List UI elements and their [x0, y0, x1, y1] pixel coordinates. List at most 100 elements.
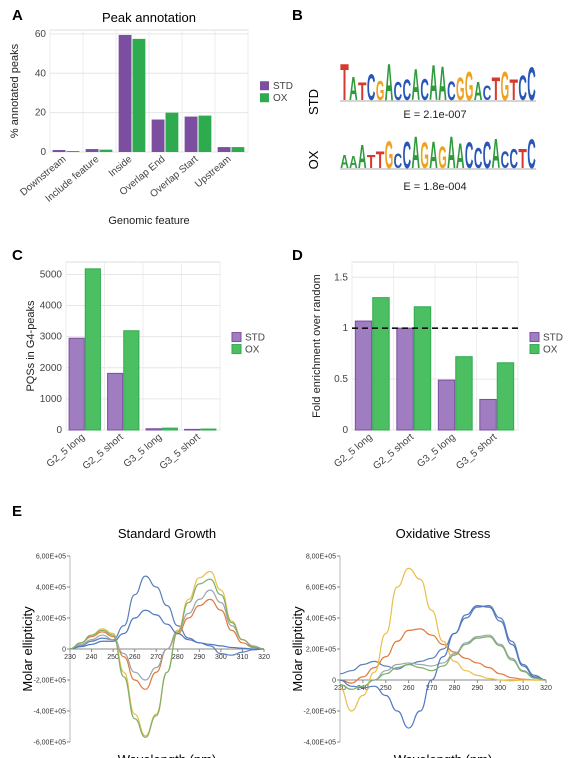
y-axis-label: Molar ellipticity: [290, 606, 305, 692]
y-axis-label: Fold enrichment over random: [311, 274, 323, 418]
std-logo-letter: A: [429, 55, 438, 111]
bar-ox: [200, 428, 217, 431]
series-line-std5: [69, 609, 264, 650]
series-line-std1: [69, 575, 265, 656]
y-tick-label: -4,00E+05: [34, 709, 67, 716]
y-tick-label: 8,00E+05: [306, 554, 336, 561]
std-logo-letter: C: [403, 74, 412, 107]
bar-std: [184, 116, 198, 152]
y-tick-label: 1: [342, 323, 348, 334]
chart-oxidative-stress: -4,00E+05 -2,00E+05 0 2,00E+05 4,00E+05 6,00E…: [290, 526, 552, 758]
chart-title: Oxidative Stress: [396, 526, 491, 541]
y-tick-label: 2,00E+05: [306, 647, 336, 654]
y-tick-label: 1.5: [334, 272, 348, 283]
x-tick-label: G2_5 long: [332, 432, 374, 470]
bar-std: [68, 337, 85, 431]
bar-ox: [123, 330, 140, 431]
legend-swatch-std: [260, 81, 269, 91]
bar-std: [354, 320, 373, 431]
panel-label-e: E: [12, 503, 22, 520]
std-logo-letter: T: [358, 79, 367, 106]
x-axis-label: Wavelength (nm): [118, 752, 217, 758]
y-tick-label: -6,00E+05: [34, 740, 67, 747]
ox-logo-letter: C: [394, 149, 403, 173]
ox-logo-letter: C: [465, 135, 474, 176]
std-logo-letter: T: [509, 74, 518, 107]
series-line-ox2: [339, 628, 546, 684]
ox-logo-letter: A: [411, 127, 420, 178]
x-tick-label: 300: [494, 685, 506, 692]
legend-label-std: STD: [543, 333, 563, 344]
legend-label-ox: OX: [543, 345, 558, 356]
bar-std: [396, 327, 414, 431]
y-tick-label: 0: [332, 678, 336, 685]
x-tick-label: 320: [540, 685, 552, 692]
bar-ox: [66, 151, 80, 152]
bar-ox: [372, 297, 390, 431]
legend-label-std: STD: [245, 333, 265, 344]
x-tick-label: Upstream: [193, 154, 233, 190]
ox-logo-letter: C: [483, 134, 492, 177]
std-logo-letter: C: [394, 76, 403, 106]
ox-logo-letter: T: [367, 151, 376, 172]
x-tick-label: 270: [426, 685, 438, 692]
std-logo-letter: G: [465, 63, 474, 109]
ox-logo-letter: G: [420, 135, 429, 176]
bar-std: [145, 428, 162, 431]
legend-swatch-std: [231, 332, 242, 343]
series-line-ox6: [339, 635, 547, 690]
series-line-ox4: [339, 567, 546, 712]
legend-label-std: STD: [273, 81, 293, 92]
y-tick-label: 6,00E+05: [306, 585, 336, 592]
y-tick-label: 0: [56, 425, 62, 436]
std-logo-letter: C: [483, 81, 492, 105]
motif-evalue-ox: E = 1.8e-004: [403, 181, 466, 193]
motif-row-label-ox: OX: [306, 150, 321, 169]
x-tick-label: 250: [380, 685, 392, 692]
series-line-ox5: [339, 604, 547, 729]
x-tick-label: G2_5 short: [371, 432, 416, 472]
y-axis-label: PQSs in G4-peaks: [25, 300, 37, 392]
x-tick-label: G3_5 short: [454, 432, 499, 472]
bar-ox: [231, 147, 245, 152]
x-tick-label: 230: [64, 654, 76, 661]
series-line-std4: [69, 570, 265, 737]
y-tick-label: 0: [62, 647, 66, 654]
chart-title: Peak annotation: [102, 10, 196, 25]
x-tick-label: 300: [215, 654, 227, 661]
x-tick-label: 260: [129, 654, 141, 661]
std-logo-letter: A: [411, 60, 420, 110]
std-logo-letter: T: [340, 53, 349, 111]
y-tick-label: 2,00E+05: [36, 616, 66, 623]
x-tick-label: 320: [258, 654, 270, 661]
std-logo-letter: A: [349, 71, 358, 108]
std-logo-letter: C: [367, 66, 376, 108]
bar-ox: [132, 38, 146, 152]
series-line-std2: [69, 598, 265, 690]
y-tick-label: 4000: [40, 301, 63, 312]
x-tick-label: G3_5 short: [158, 432, 203, 472]
bar-ox: [455, 356, 473, 431]
y-tick-label: 60: [35, 29, 47, 40]
x-tick-label: Inside: [107, 154, 135, 180]
y-tick-label: 0: [40, 147, 46, 158]
y-tick-label: 4,00E+05: [306, 616, 336, 623]
bar-ox: [84, 268, 101, 431]
std-logo-letter: C: [518, 69, 527, 108]
std-logo-letter: A: [385, 54, 394, 112]
panel-label-b: B: [292, 7, 303, 24]
y-tick-label: 3000: [40, 332, 63, 343]
x-tick-label: 240: [357, 685, 369, 692]
motif-evalue-std: E = 2.1e-007: [403, 109, 466, 121]
panel-label-c: C: [12, 247, 23, 264]
bar-ox: [496, 362, 515, 431]
motif-row-label-std: STD: [306, 89, 321, 115]
ox-logo-letter: C: [509, 142, 518, 174]
ox-logo-letter: A: [492, 130, 501, 177]
std-logo-letter: G: [456, 71, 465, 107]
std-logo-letter: A: [474, 76, 483, 106]
bar-std: [118, 34, 132, 152]
series-line-std6: [69, 578, 265, 738]
y-tick-label: 0.5: [334, 374, 348, 385]
